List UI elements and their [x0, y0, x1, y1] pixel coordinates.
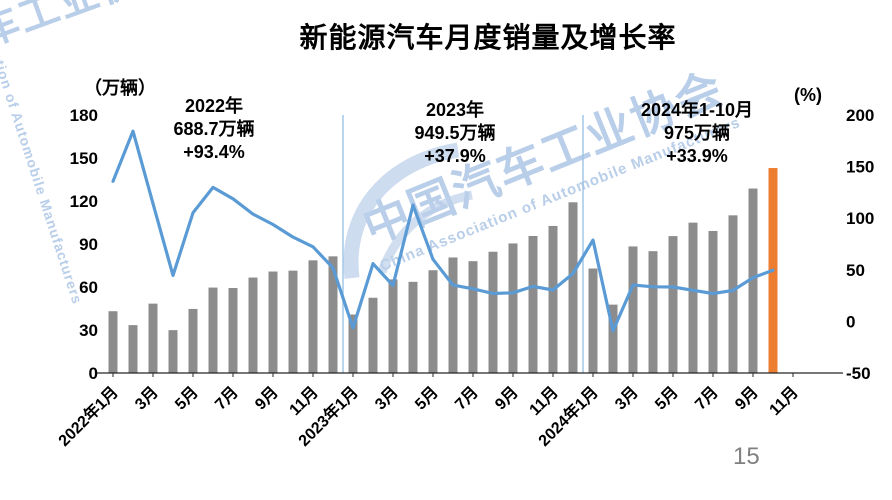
x-axis-label: 11月 [526, 383, 562, 419]
right-axis-tick-label: 200 [846, 106, 874, 125]
bar [388, 279, 398, 373]
x-axis-label: 2022年1月 [54, 382, 122, 450]
right-axis-tick-label: -50 [846, 364, 871, 383]
x-axis-label: 3月 [131, 383, 161, 413]
x-axis-label: 3月 [611, 383, 641, 413]
bar [468, 261, 478, 373]
bar [328, 256, 338, 373]
annotation-2024-year: 2024年1-10月 [640, 100, 754, 120]
right-axis-tick-label: 50 [846, 261, 865, 280]
right-axis-tick-label: 0 [846, 312, 855, 331]
left-axis-tick-label: 60 [79, 278, 98, 297]
bar [568, 202, 578, 373]
right-axis-tick-label: 100 [846, 209, 874, 228]
bar [248, 277, 258, 373]
annotation-2022-year: 2022年 [184, 96, 244, 116]
growth-rate-line [111, 129, 775, 333]
bar [608, 304, 618, 373]
annotation-2023-total: 949.5万辆 [414, 123, 496, 143]
bar [308, 260, 318, 373]
bar [488, 251, 498, 373]
x-axis-label: 9月 [491, 383, 521, 413]
x-axis-label: 11月 [286, 383, 322, 419]
x-axis-label: 11月 [766, 383, 802, 419]
bar [408, 281, 418, 373]
page-number: 15 [733, 443, 760, 470]
x-axis-label: 5月 [411, 383, 441, 413]
annotation-2024-growth: +33.9% [666, 146, 728, 166]
left-axis-tick-label: 30 [79, 321, 98, 340]
chart-title: 新能源汽车月度销量及增长率 [299, 22, 677, 53]
bar [628, 246, 638, 373]
annotation-2023-year: 2023年 [425, 100, 485, 120]
x-axis-label: 7月 [451, 383, 481, 413]
bar [648, 251, 658, 373]
bar [528, 235, 538, 373]
bar [348, 314, 358, 373]
bar [588, 268, 598, 373]
bar [228, 288, 238, 373]
bar [748, 188, 758, 373]
x-axis-label: 7月 [691, 383, 721, 413]
left-axis-tick-label: 150 [70, 149, 98, 168]
x-axis-label: 3月 [371, 383, 401, 413]
x-axis-label: 5月 [651, 383, 681, 413]
bar [148, 303, 158, 373]
left-axis-unit-label: （万辆） [84, 78, 156, 98]
bar [448, 257, 458, 373]
right-axis-unit-label: (%) [794, 85, 822, 105]
bar [268, 271, 278, 373]
annotation-2023-growth: +37.9% [424, 146, 486, 166]
bar [548, 225, 558, 373]
left-axis-tick-label: 180 [70, 106, 98, 125]
bar [708, 230, 718, 373]
x-axis-label: 7月 [211, 383, 241, 413]
bar [108, 311, 118, 373]
left-axis-tick-label: 120 [70, 192, 98, 211]
bar [208, 287, 218, 373]
x-axis-label: 9月 [731, 383, 761, 413]
bar [188, 308, 198, 373]
x-axis-label: 5月 [171, 383, 201, 413]
bar [508, 243, 518, 373]
annotation-2022: 2022年 688.7万辆 +93.4% [124, 95, 304, 164]
left-axis-tick-label: 0 [89, 364, 98, 383]
annotation-2024: 2024年1-10月 975万辆 +33.9% [590, 99, 804, 168]
x-axis-label: 9月 [251, 383, 281, 413]
watermark-logo-arc [343, 142, 460, 279]
annotation-2023: 2023年 949.5万辆 +37.9% [365, 99, 545, 168]
bar [288, 270, 298, 373]
annotation-2024-total: 975万辆 [663, 123, 731, 143]
bar [728, 215, 738, 373]
bar [128, 325, 138, 373]
bar [688, 222, 698, 373]
left-axis-tick-label: 90 [79, 235, 98, 254]
bar [668, 236, 678, 373]
annotation-2022-growth: +93.4% [183, 142, 245, 162]
annotation-2022-total: 688.7万辆 [173, 119, 255, 139]
bar [368, 297, 378, 373]
bar [168, 330, 178, 373]
right-axis-tick-label: 150 [846, 158, 874, 177]
bar [428, 270, 438, 373]
watermark-logo-arc [377, 190, 473, 274]
